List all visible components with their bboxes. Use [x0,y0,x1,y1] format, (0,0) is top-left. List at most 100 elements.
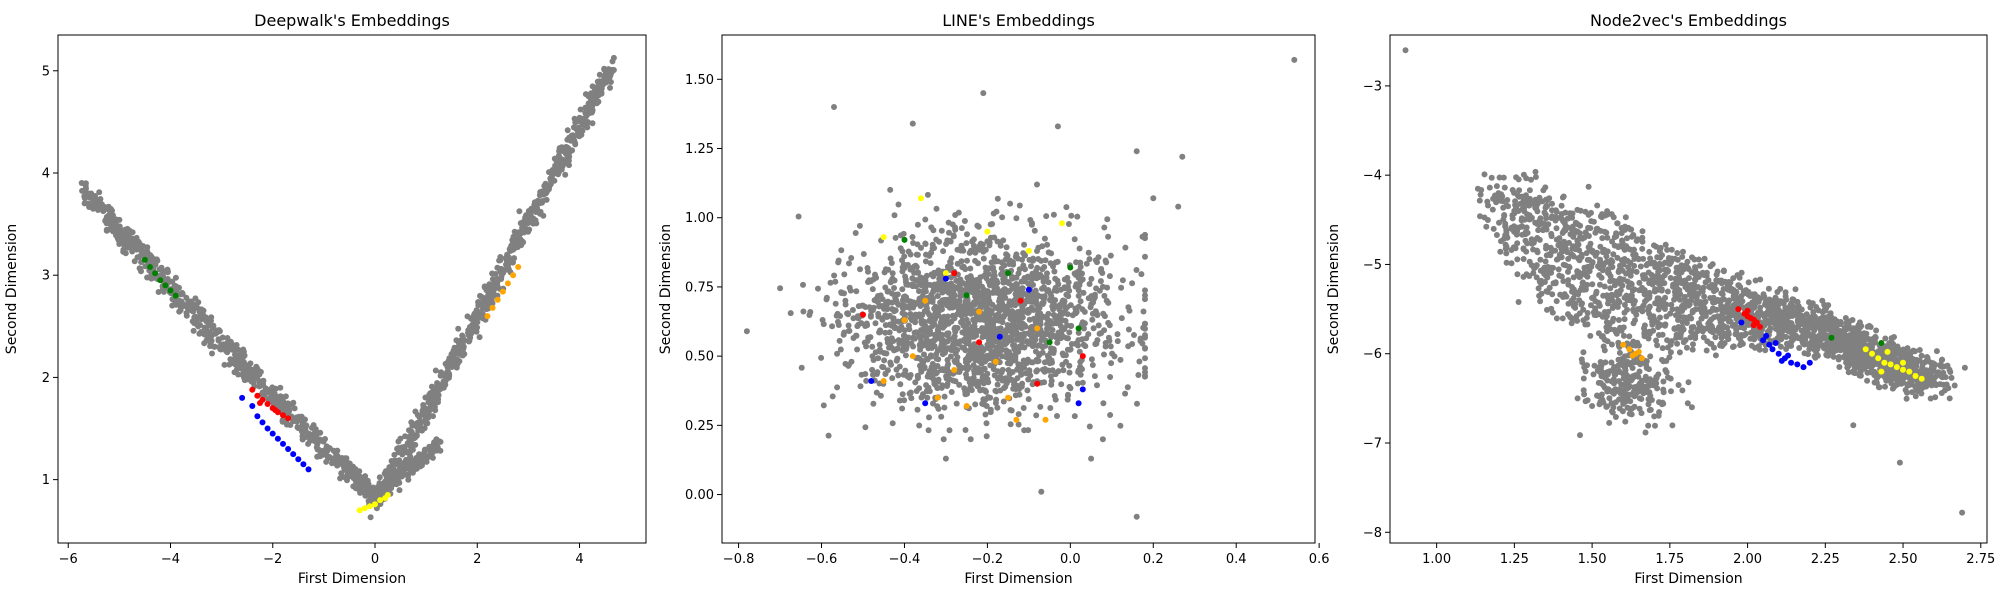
background-point [1045,311,1051,317]
background-point [519,238,525,244]
background-point [954,401,960,407]
background-point [1076,293,1082,299]
background-point [422,410,428,416]
outlier-point [1150,195,1156,201]
background-point [1549,201,1555,207]
background-point [850,307,856,313]
background-point [397,487,403,493]
background-point [1118,357,1124,363]
background-point [984,433,990,439]
highlight-point [902,317,908,323]
background-point [1712,334,1718,340]
background-point [396,457,402,463]
background-point [433,368,439,374]
background-point [311,432,317,438]
highlight-point [984,229,990,235]
background-point [477,334,483,340]
background-point [373,488,379,494]
background-point [165,269,171,275]
highlight-point [485,313,491,319]
y-tick-label: 1.25 [685,142,714,157]
background-point [938,414,944,420]
background-point [1127,308,1133,314]
background-point [910,234,916,240]
background-point [1107,412,1113,418]
background-point [1088,276,1094,282]
background-point [533,209,539,215]
background-point [104,227,110,233]
background-point [1062,298,1068,304]
background-point [1512,198,1518,204]
background-point [981,380,987,386]
background-point [900,391,906,397]
background-point [611,55,617,61]
background-point [944,331,950,337]
background-point [924,388,930,394]
background-point [434,380,440,386]
highlight-point [168,288,174,294]
background-point [832,279,838,285]
background-point [589,102,595,108]
background-point [416,451,422,457]
background-point [1004,350,1010,356]
background-point [562,172,568,178]
background-point [1066,279,1072,285]
background-point [1041,264,1047,270]
background-point [1073,309,1079,315]
background-point [406,459,412,465]
background-point [394,446,400,452]
background-point [981,256,987,262]
background-point [1669,247,1675,253]
background-point [915,222,921,228]
background-point [916,288,922,294]
background-point [1530,247,1536,253]
background-point [1014,330,1020,336]
background-point [1086,250,1092,256]
background-point [912,379,918,385]
background-point [1115,338,1121,344]
background-point [216,336,222,342]
highlight-point [265,401,271,407]
background-point [1812,353,1818,359]
outlier-point [1179,154,1185,160]
background-point [1044,242,1050,248]
background-point [395,439,401,445]
background-point [129,245,135,251]
background-point [1573,220,1579,226]
background-point [954,347,960,353]
highlight-point [922,400,928,406]
highlight-point [1034,325,1040,331]
highlight-point [249,403,255,409]
background-point [931,287,937,293]
background-point [830,393,836,399]
highlight-point [1059,220,1065,226]
background-point [1502,185,1508,191]
background-point [1603,253,1609,259]
background-point [494,280,500,286]
highlight-point [1026,287,1032,293]
background-point [941,405,947,411]
background-point [1034,275,1040,281]
background-point [1702,256,1708,262]
background-point [318,448,324,454]
background-point [942,319,948,325]
background-point [923,382,929,388]
background-point [874,390,880,396]
background-point [1096,322,1102,328]
background-point [496,258,502,264]
background-point [1665,289,1671,295]
background-point [1093,257,1099,263]
background-point [487,289,493,295]
outlier-point [831,104,837,110]
background-point [235,366,241,372]
background-point [921,352,927,358]
y-tick-label: 0.50 [685,350,714,365]
highlight-point [1076,400,1082,406]
background-point [935,356,941,362]
background-point [1639,246,1645,252]
x-tick-label: −0.2 [972,552,1004,567]
background-point [858,383,864,389]
background-point [894,367,900,373]
background-point [1733,322,1739,328]
